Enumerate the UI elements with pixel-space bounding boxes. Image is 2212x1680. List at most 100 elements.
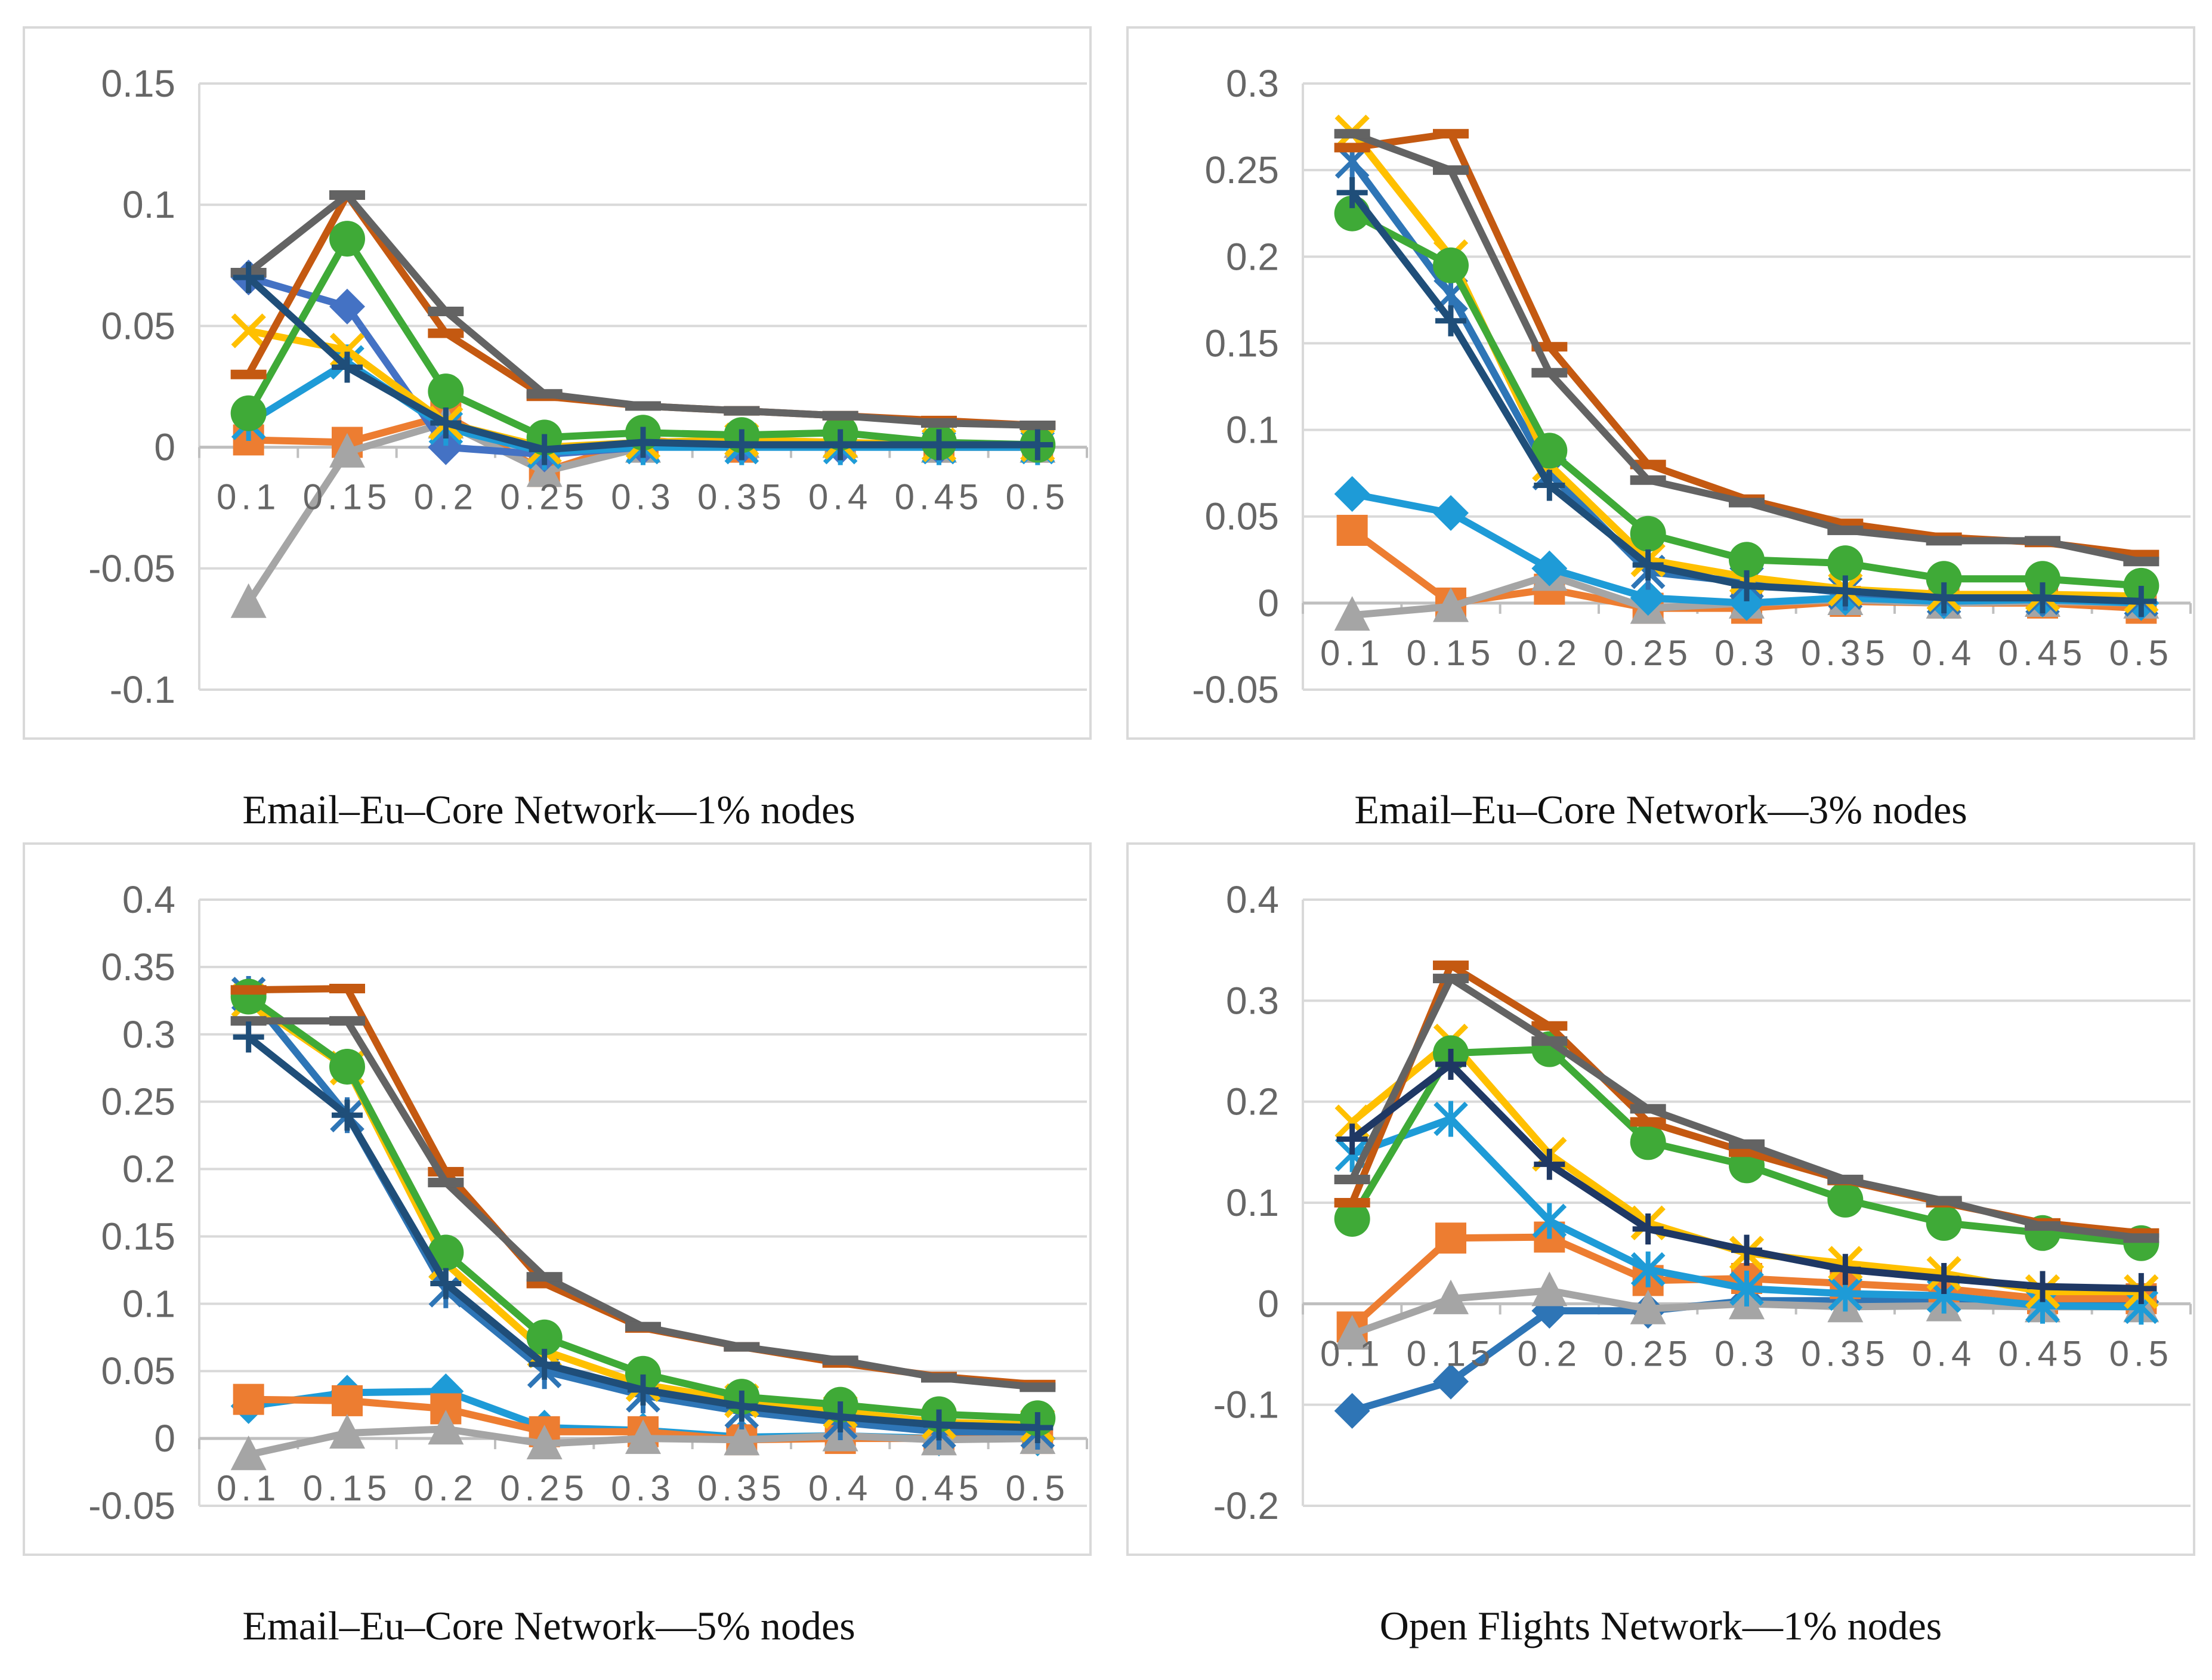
- x-tick-label-0-5: 0.5: [1006, 1468, 1070, 1508]
- series-light-blue-diamond-point-0-15: [1433, 495, 1469, 531]
- series-dark-gray-dash-point-0-5: [2123, 557, 2160, 567]
- series-navy-plus-point-0-4: [824, 429, 856, 461]
- y-tick-label: -0.05: [88, 547, 175, 590]
- series-navy-plus: [233, 262, 1054, 465]
- caption-email-5pct: Email–Eu–Core Network—5% nodes: [242, 1603, 855, 1648]
- series-green-circle-point-0-4: [1926, 561, 1962, 597]
- chart-email-3pct: -0.05 0 0.05 0.1 0.15 0.2 0.25 0.3 0.1 0.15 0.2 0.2…: [1192, 62, 2192, 711]
- x-tick-label-0-25: 0.25: [500, 477, 589, 517]
- series-navy-plus-point-0-45: [923, 429, 954, 461]
- series-light-blue-diamond-point-0-15: [329, 288, 365, 325]
- series-dark-orange-dash-point-0-15: [1433, 961, 1469, 971]
- series-dark-orange-dash-point-0-15: [329, 984, 365, 994]
- series-green-circle: [1334, 1031, 2160, 1261]
- series-green-circle-point-0-2: [1531, 433, 1568, 469]
- y-tick-label: 0.3: [1226, 979, 1279, 1022]
- series-navy-plus-point-0-2: [1534, 470, 1565, 501]
- series-gray-triangle-point-0-15: [329, 433, 365, 468]
- series-navy-plus-point-0-1: [233, 262, 264, 294]
- series-gray-triangle-point-0-3: [625, 1419, 661, 1454]
- series-dark-gray-dash-point-0-25: [1630, 475, 1666, 485]
- series-dark-gray-dash-point-0-5: [1020, 421, 1056, 431]
- series-dark-gray-dash-point-0-35: [724, 1342, 760, 1352]
- series-navy-plus-point-0-15: [1435, 1049, 1466, 1080]
- series-blue-diamond-point-0-2: [1531, 1293, 1568, 1329]
- chart-panel-2: -0.05 0 0.05 0.1 0.15 0.2 0.25 0.3 0.1 0.15 0.2 0.2…: [1126, 26, 2195, 740]
- y-tick-label: 0.1: [122, 183, 175, 226]
- series-navy-plus-point-0-35: [726, 1390, 758, 1422]
- series-navy-plus-point-0-25: [1632, 549, 1664, 580]
- series-dark-gray-dash-line: [1348, 975, 2145, 1242]
- series-gray-triangle-point-0-2: [1531, 1271, 1568, 1307]
- x-tick-label-0-1: 0.1: [217, 1468, 280, 1508]
- chart-openflights-1pct: -0.2 -0.1 0 0.1 0.2 0.3 0.4 0.1 0.15 0.2 0.25 0.3 0.…: [1213, 878, 2192, 1527]
- series-navy-plus-point-0-1: [233, 1021, 264, 1053]
- series-navy-plus-point-0-25: [529, 1348, 560, 1380]
- series-orange-point-0-1: [233, 1383, 264, 1415]
- series-gray-triangle-point-0-25: [1630, 1289, 1666, 1324]
- x-tick-label-0-3: 0.3: [1714, 633, 1778, 673]
- y-tick-label: 0.05: [1204, 495, 1279, 538]
- caption-email-3pct: Email–Eu–Core Network—3% nodes: [1354, 787, 1967, 832]
- series-navy-plus-point-0-3: [1731, 570, 1762, 601]
- series-navy-plus-point-0-4: [1928, 1263, 1960, 1294]
- series-navy-plus-point-0-35: [726, 429, 758, 461]
- series-dark-orange-dash-point-0-15: [1433, 129, 1469, 139]
- series-navy-plus-point-0-15: [332, 1100, 363, 1131]
- series-green-circle-point-0-15: [329, 221, 365, 257]
- series-light-blue-diamond-point-0-2: [1531, 550, 1568, 586]
- series-navy-plus-point-0-25: [1632, 1213, 1664, 1245]
- series-green-circle: [1334, 195, 2160, 604]
- series-dark-orange-dash-point-0-1: [230, 985, 267, 995]
- series-green-circle-point-0-25: [1630, 1124, 1666, 1160]
- series-green-circle-point-0-35: [1827, 545, 1864, 582]
- series-navy-plus-point-0-2: [430, 407, 462, 438]
- y-tick-label: -0.1: [110, 668, 175, 711]
- series-dark-gray-dash-point-0-25: [526, 389, 563, 399]
- chart-panel-3: -0.05 0 0.05 0.1 0.15 0.2 0.25 0.3 0.35 0.4 0.1 0.1…: [23, 842, 1092, 1556]
- series-gray-triangle-point-0-15: [1433, 587, 1469, 622]
- series-dark-gray-dash-point-0-15: [1433, 974, 1469, 984]
- series-dark-orange-dash-line: [1348, 962, 2145, 1237]
- series-navy-plus-point-0-5: [2126, 585, 2157, 617]
- y-tick-label: 0.3: [122, 1013, 175, 1056]
- series-green-circle-point-0-15: [329, 1048, 365, 1085]
- series-dark-gray-dash-point-0-1: [1334, 1175, 1370, 1185]
- series-navy-plus-point-0-3: [1731, 1234, 1762, 1266]
- y-tick-label: 0.15: [101, 62, 175, 105]
- y-tick-label: 0.4: [122, 878, 175, 921]
- y-tick-label: 0.05: [101, 1349, 175, 1392]
- y-tick-label: 0.1: [1226, 409, 1279, 452]
- series-navy-plus-point-0-1: [1336, 1123, 1368, 1155]
- series-green-circle-point-0-35: [1827, 1181, 1864, 1218]
- series-gray-triangle-point-0-1: [230, 583, 267, 618]
- caption-openflights-1pct: Open Flights Network—1% nodes: [1379, 1603, 1942, 1648]
- series-navy-plus-point-0-2: [430, 1268, 462, 1299]
- series-green-circle-point-0-25: [526, 1319, 563, 1355]
- series-navy-plus: [233, 1021, 1054, 1444]
- series-gray-triangle-point-0-15: [1433, 1279, 1469, 1314]
- series-dark-gray-dash-point-0-2: [428, 307, 464, 317]
- series-dark-gray-dash-point-0-5: [1020, 1382, 1056, 1392]
- series-navy-plus-point-0-45: [2027, 582, 2058, 614]
- x-tick-label-0-15: 0.15: [303, 477, 392, 517]
- y-tick-label: 0: [1258, 582, 1279, 625]
- series-dark-gray-dash-point-0-15: [1433, 165, 1469, 175]
- series-dark-gray-dash-point-0-35: [724, 406, 760, 416]
- series-dark-gray-dash: [1334, 974, 2160, 1243]
- x-tick-label-0-2: 0.2: [414, 1468, 478, 1508]
- series-dark-gray-dash-point-0-4: [1926, 536, 1962, 546]
- series-dark-gray-dash-point-0-1: [230, 1016, 267, 1026]
- y-tick-label: 0.4: [1226, 878, 1279, 921]
- x-tick-label-0-25: 0.25: [1604, 1333, 1692, 1373]
- y-tick-label: 0: [154, 1417, 175, 1460]
- series-dark-gray-dash-point-0-35: [1827, 1175, 1864, 1185]
- series-dark-gray-dash: [1334, 129, 2160, 567]
- series-green-circle-point-0-45: [2025, 561, 2060, 597]
- series-blue-diamond-point-0-15: [1433, 1363, 1469, 1400]
- x-tick-label-0-25: 0.25: [500, 1468, 589, 1508]
- series-dark-gray-dash-point-0-25: [1630, 1104, 1666, 1114]
- series-dark-gray-dash-point-0-2: [428, 1178, 464, 1188]
- y-tick-label: 0: [1258, 1282, 1279, 1325]
- series-navy-plus-point-0-15: [332, 351, 363, 383]
